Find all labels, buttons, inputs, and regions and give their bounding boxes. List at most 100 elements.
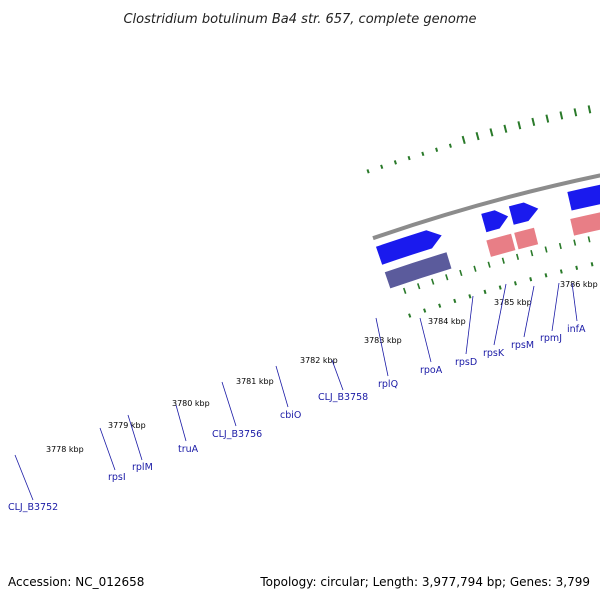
- gene-label[interactable]: cbiO: [280, 410, 301, 421]
- minor-tick: [515, 253, 520, 260]
- gene-label[interactable]: rpsK: [483, 348, 505, 359]
- gc-dot: [380, 164, 384, 169]
- minor-tick: [587, 236, 591, 243]
- gc-dot: [559, 269, 563, 274]
- forward-gene-arrow: [375, 230, 442, 265]
- gc-dot: [483, 289, 487, 295]
- gene-labels: CLJ_B3752 rpsI rplM truA CLJ_B3756 cbiO …: [8, 324, 586, 513]
- kbp-tick-label: 3778 kbp: [46, 445, 84, 454]
- gene-label[interactable]: rpsM: [511, 340, 534, 351]
- minor-tick: [445, 274, 449, 281]
- gc-dot: [517, 121, 522, 130]
- kbp-tick-label: 3785 kbp: [494, 298, 532, 307]
- kbp-tick-label: 3779 kbp: [108, 421, 146, 430]
- gc-dot: [453, 298, 457, 304]
- gene-label[interactable]: rpmJ: [540, 333, 562, 344]
- tick-marks: [402, 236, 591, 294]
- kbp-tick-label: 3782 kbp: [300, 356, 338, 365]
- forward-strand-track: [375, 184, 600, 265]
- gene-label[interactable]: truA: [178, 444, 199, 455]
- gc-dot: [393, 160, 397, 165]
- callout-line: [175, 404, 187, 442]
- minor-tick: [544, 246, 548, 253]
- gc-dot: [408, 313, 412, 318]
- gc-dot: [545, 114, 550, 123]
- kbp-tick-label: 3783 kbp: [364, 336, 402, 345]
- gc-dot: [503, 124, 508, 133]
- gc-dot: [448, 143, 452, 148]
- forward-gene-arrow: [481, 210, 509, 233]
- gc-dot: [468, 294, 472, 299]
- forward-gene-arrow: [567, 184, 600, 211]
- callout-line: [99, 427, 116, 471]
- gene-label[interactable]: CLJ_B3752: [8, 502, 58, 513]
- callout-line: [419, 317, 432, 363]
- genome-backbone: [372, 173, 600, 241]
- gc-dot: [544, 273, 548, 278]
- kbp-tick-label: 3786 kbp: [560, 280, 598, 289]
- gene-label[interactable]: rpoA: [420, 365, 443, 376]
- minor-tick: [573, 239, 577, 246]
- minor-tick: [501, 257, 505, 264]
- callout-line: [14, 454, 34, 501]
- minor-tick: [558, 242, 562, 250]
- minor-tick: [459, 269, 463, 277]
- minor-tick: [487, 261, 491, 268]
- genome-title: Clostridium botulinum Ba4 str. 657, comp…: [123, 12, 476, 27]
- gc-dot: [407, 155, 411, 161]
- minor-tick: [402, 287, 407, 294]
- gc-dot: [529, 277, 533, 282]
- callout-line: [331, 359, 344, 391]
- minor-tick: [473, 265, 477, 272]
- gene-callout-lines: [14, 282, 578, 501]
- gene-label[interactable]: infA: [567, 324, 586, 335]
- kbp-tick-label: 3781 kbp: [236, 377, 274, 386]
- gc-dot: [575, 265, 579, 270]
- gene-label[interactable]: CLJ_B3758: [318, 392, 368, 403]
- gc-dot: [366, 169, 370, 174]
- callout-line: [571, 282, 578, 322]
- callout-line: [375, 317, 389, 377]
- callout-line: [551, 282, 560, 332]
- callout-line: [275, 365, 289, 408]
- gc-dot: [573, 108, 578, 117]
- gene-label[interactable]: CLJ_B3756: [212, 429, 262, 440]
- minor-tick: [416, 283, 421, 290]
- reverse-gene-block: [570, 212, 600, 236]
- gc-dot: [475, 131, 480, 141]
- callout-line: [127, 414, 143, 461]
- callout-line: [465, 295, 474, 355]
- gene-label[interactable]: rpsI: [108, 472, 126, 483]
- kbp-tick-label: 3784 kbp: [428, 317, 466, 326]
- callout-line: [493, 283, 507, 346]
- gene-label[interactable]: rpsD: [455, 357, 477, 368]
- gc-dot: [421, 151, 425, 157]
- gc-dot: [461, 135, 466, 145]
- gc-dot: [531, 117, 536, 127]
- forward-gene-arrow: [508, 202, 539, 225]
- kbp-tick-labels: 3778 kbp 3779 kbp 3780 kbp 3781 kbp 3782…: [46, 280, 598, 454]
- gene-label[interactable]: rplQ: [378, 379, 398, 390]
- gc-dot: [489, 128, 494, 137]
- gc-dot: [438, 303, 442, 308]
- gene-label[interactable]: rplM: [132, 462, 153, 473]
- gc-dot: [590, 262, 594, 267]
- minor-tick: [431, 278, 435, 285]
- gc-dot: [513, 281, 517, 286]
- gc-dot: [498, 285, 502, 290]
- callout-line: [523, 285, 535, 338]
- reverse-gene-block: [514, 227, 539, 250]
- reverse-gene-block: [486, 233, 516, 257]
- gc-dot: [559, 111, 564, 120]
- gc-skew-track: [366, 105, 594, 318]
- genome-summary: Topology: circular; Length: 3,977,794 bp…: [259, 575, 590, 589]
- minor-tick: [530, 250, 534, 257]
- kbp-tick-label: 3780 kbp: [172, 399, 210, 408]
- callout-line: [221, 381, 237, 427]
- gc-dot: [435, 147, 439, 152]
- accession-label: Accession: NC_012658: [8, 575, 144, 589]
- reverse-strand-track: [384, 212, 600, 289]
- reverse-gene-block: [384, 252, 452, 289]
- gc-dot: [587, 105, 592, 114]
